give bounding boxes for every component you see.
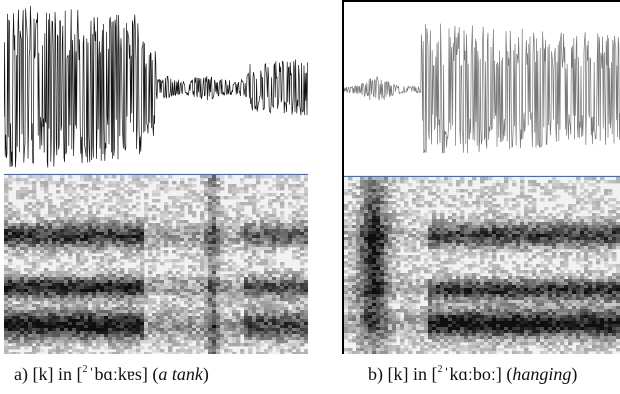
waveform-trace [344, 23, 620, 154]
caption-a-prefix: a) [k] in [ [14, 364, 83, 384]
caption-b-ipa: ˈkɑːboː] [443, 364, 502, 384]
caption-b: b) [k] in [2ˈkɑːboː] (hanging) [368, 364, 577, 385]
waveform-trace [4, 5, 308, 168]
panel-a [4, 0, 308, 354]
caption-a-gloss: a tank [158, 364, 203, 384]
caption-b-tone: 2 [437, 364, 443, 375]
caption-a-paren-open: ( [147, 364, 159, 384]
waveform-a [4, 5, 308, 175]
caption-a-tone: 2 [82, 364, 88, 375]
caption-a: a) [k] in [2ˈbɑːkɐs] (a tank) [14, 364, 209, 385]
caption-a-paren-close: ) [202, 364, 209, 384]
caption-b-paren-close: ) [571, 364, 578, 384]
waveform-b [344, 23, 620, 177]
caption-b-paren-open: ( [501, 364, 513, 384]
spectrogram-a [4, 175, 308, 354]
caption-b-prefix: b) [k] in [ [368, 364, 438, 384]
spectrogram-b [344, 177, 620, 354]
caption-a-ipa: ˈbɑːkɐs] [88, 364, 148, 384]
panel-b [342, 0, 620, 354]
caption-b-gloss: hanging [512, 364, 572, 384]
